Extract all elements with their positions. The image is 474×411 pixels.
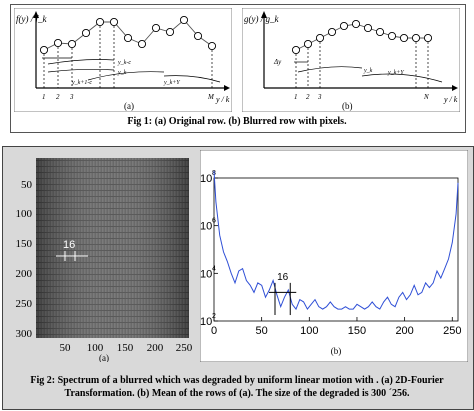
fig2a-y-tick-250: 250: [16, 298, 33, 310]
fig2b-y-tick-exponent: 6: [212, 218, 216, 225]
fig2-panel-a: 16 50 100 150 200 250 300 50 100 150 200…: [6, 150, 196, 362]
fig2a-y-tick-300: 300: [16, 328, 33, 340]
fig2b-y-tick-exponent: 2: [212, 313, 216, 320]
fig1-panel-b: g(y) / g_k y / k Δy y_k y_k+Y 1 2 3 N (b…: [242, 8, 460, 112]
fig2a-x-tick-150: 150: [117, 342, 134, 354]
fig2a-x-ticks: 50 100 150 200 250: [60, 342, 193, 354]
fig1a-sub-label: (a): [124, 101, 134, 111]
fig2b-axes-box: [213, 177, 459, 322]
fig1a-dashed-lines: [43, 26, 213, 88]
fig1a-x-arrow: [224, 85, 230, 91]
fig2b-x-tick-label: 100: [300, 325, 318, 337]
fig1b-sample-circles: [291, 19, 433, 55]
fig2-caption: Fig 2: Spectrum of a blurred which was d…: [4, 374, 470, 400]
fig1a-sample-circles: [39, 15, 217, 55]
fig1a-curve-2: [47, 68, 115, 73]
fig2b-panel-bg: [200, 150, 468, 362]
fig1b-x-arrow: [452, 85, 458, 91]
fig1a-tick-2: 2: [56, 93, 60, 101]
fig2a-y-ticks: 50 100 150 200 250 300: [16, 179, 33, 340]
fig1a-tick-3: 3: [69, 93, 74, 101]
fig2b-y-tick-label: 10: [200, 316, 212, 328]
fig1b-dashed-lines: [295, 42, 429, 88]
fig2a-y-tick-100: 100: [16, 208, 33, 220]
fig1a-curve-3: [87, 71, 165, 81]
fig2b-series-line: [213, 170, 459, 311]
fig1-panel-a: f(y) / f_k y / k y_k-c y_k y_k+1-c y_k+Y…: [14, 8, 232, 112]
fig2b-x-tick-label: 250: [443, 325, 461, 337]
fig1b-curve-1: [297, 66, 363, 73]
fig1a-curve-label-1: y_k-c: [117, 60, 131, 66]
fig1a-curve-label-4: y_k+Y: [163, 80, 180, 86]
fig1b-sub-label: (b): [342, 101, 353, 111]
fig2b-sub-label: (b): [331, 346, 342, 356]
fig2b-y-tick-label: 10: [200, 221, 212, 233]
fig1b-tick-N: N: [423, 93, 429, 101]
fig2a-y-tick-200: 200: [16, 268, 33, 280]
fig2b-annotation-label: 16: [277, 272, 289, 283]
fig1a-x-label: y / k: [215, 95, 230, 104]
fig2a-x-tick-50: 50: [60, 342, 72, 354]
fig1b-y-arrow: [261, 11, 267, 18]
fig2a-sub-label: (a): [99, 353, 109, 362]
fig2b-annotation: 16: [269, 272, 297, 316]
fig2a-y-tick-150: 150: [16, 238, 33, 250]
fig1a-curve-1: [47, 59, 115, 65]
fig1b-border: [242, 8, 460, 112]
fig2b-y-tick-label: 10: [200, 173, 212, 185]
fig1b-y-label: g(y) / g_k: [244, 14, 279, 24]
fig1a-y-label: f(y) / f_k: [16, 14, 47, 24]
fig2b-x-tick-label: 200: [395, 325, 413, 337]
fig2a-spectrum-shade: [36, 158, 189, 338]
fig1b-tick-1: 1: [294, 93, 298, 101]
fig2a-y-tick-50: 50: [21, 179, 33, 191]
fig2a-x-tick-200: 200: [147, 342, 164, 354]
fig2b-x-tick-label: 150: [348, 325, 366, 337]
fig1b-curve-label-yk: y_k: [363, 68, 373, 74]
fig2b-x-tick-label: 50: [256, 325, 268, 337]
fig1a-border: [14, 8, 232, 112]
fig2a-x-tick-250: 250: [176, 342, 193, 354]
fig1a-curve-label-2: y_k: [117, 70, 127, 76]
fig1b-curve-label-ykY: y_k+Y: [387, 70, 404, 76]
fig1b-curve-2: [361, 73, 443, 83]
fig2b-y-tick-exponent: 4: [212, 265, 216, 272]
fig1a-curve-4: [163, 75, 221, 83]
fig2b-x-tick-label: 0: [211, 325, 217, 337]
fig1a-y-arrow: [33, 11, 39, 18]
fig1b-tick-3: 3: [317, 93, 322, 101]
fig2b-x-ticks: 0 50 100 150 200 250: [211, 317, 461, 337]
fig2b-y-tick-label: 10: [200, 268, 212, 280]
fig1a-tick-M: M: [207, 93, 215, 101]
fig1-caption: Fig 1: (a) Original row. (b) Blurred row…: [127, 116, 347, 127]
fig2a-annotation-label: 16: [63, 239, 75, 251]
fig1a-curve-label-3: y_k+1-c: [71, 80, 92, 86]
fig2-caption-line-2: Transformation. (b) Mean of the rows of …: [64, 388, 410, 399]
fig1a-tick-1: 1: [42, 93, 46, 101]
fig1b-curve-label-dy: Δy: [273, 58, 282, 66]
fig1b-tick-2: 2: [306, 93, 310, 101]
fig2-caption-line-1: Fig 2: Spectrum of a blurred which was d…: [30, 375, 444, 386]
fig2a-x-tick-100: 100: [87, 342, 104, 354]
fig1b-x-label: y / k: [443, 95, 458, 104]
